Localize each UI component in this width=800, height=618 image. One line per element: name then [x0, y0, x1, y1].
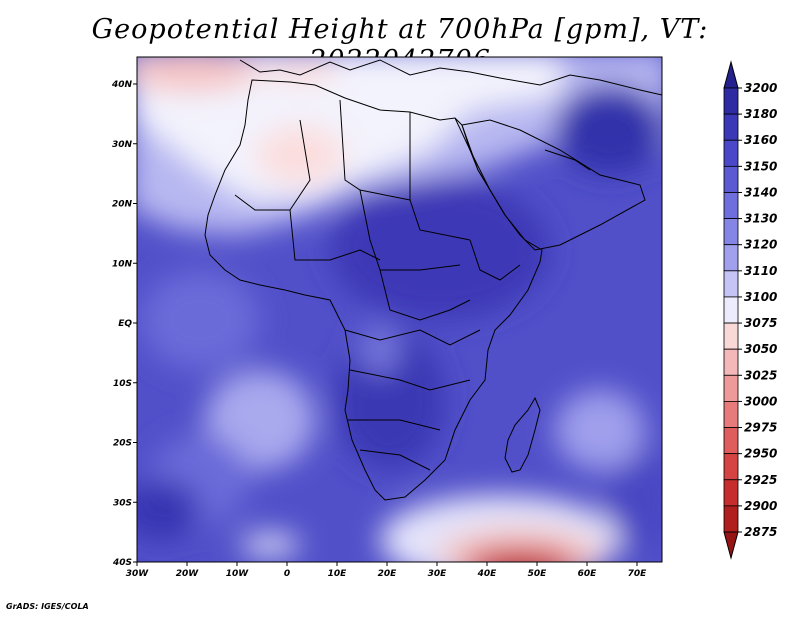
lat-tick-label: 20N: [112, 200, 133, 210]
colorbar-bin: [723, 296, 739, 324]
colorbar-bin: [723, 322, 739, 350]
lon-tick-label: 10W: [226, 569, 250, 579]
colorbar-level-label: 3180: [744, 107, 777, 121]
lon-tick-label: 0: [284, 569, 290, 579]
colorbar-level-label: 3100: [744, 290, 777, 304]
colorbar-level-label: 3075: [744, 316, 777, 330]
colorbar-bin: [723, 113, 739, 141]
lat-tick-label: EQ: [118, 319, 132, 329]
colorbar-bin: [723, 374, 739, 402]
colorbar-bin: [723, 479, 739, 507]
lon-tick-label: 20E: [378, 569, 398, 579]
colorbar-bin: [723, 139, 739, 167]
lon-tick-label: 10E: [328, 569, 348, 579]
footer-credit: GrADS: IGES/COLA: [6, 602, 89, 611]
lon-tick-label: 20W: [176, 569, 200, 579]
colorbar-bin: [723, 244, 739, 272]
lat-tick-label: 40N: [111, 80, 133, 90]
lat-tick-label: 10N: [112, 259, 133, 269]
lon-tick-label: 70E: [628, 569, 648, 579]
colorbar-level-label: 3200: [744, 81, 777, 95]
lat-tick-label: 10S: [113, 379, 132, 389]
colorbar-bin: [723, 270, 739, 298]
lat-tick-label: 20S: [113, 439, 132, 449]
colorbar-bin: [723, 165, 739, 193]
colorbar-level-label: 3050: [744, 342, 777, 356]
colorbar-level-label: 2975: [744, 421, 777, 435]
colorbar-bin: [723, 505, 739, 533]
colorbar-level-label: 3110: [744, 264, 777, 278]
height-field: [137, 57, 662, 562]
coastlines: [204, 59, 662, 501]
colorbar-bin: [723, 87, 739, 115]
colorbar-bin: [723, 453, 739, 481]
lon-tick-label: 60E: [578, 569, 598, 579]
lon-tick-label: 50E: [528, 569, 548, 579]
colorbar-bin: [723, 401, 739, 428]
colorbar: 3200 3180 3160 3150 3140 3130 3120 3110 3100 3075…: [723, 60, 777, 560]
colorbar-level-label: 3130: [744, 212, 777, 226]
colorbar-bottom-arrow: [723, 531, 739, 560]
lon-tick-label: 30E: [428, 569, 448, 579]
lat-tick-label: 30S: [113, 498, 132, 508]
colorbar-level-label: 3150: [744, 159, 777, 173]
colorbar-bin: [723, 427, 739, 455]
colorbar-level-label: 2900: [744, 499, 777, 513]
latitude-axis: 40N 30N 20N 10N EQ 10S 20S 30S 40S: [111, 80, 137, 568]
colorbar-level-label: 2875: [744, 525, 777, 539]
colorbar-level-label: 3120: [744, 238, 777, 252]
colorbar-level-label: 2925: [744, 473, 777, 487]
colorbar-bin: [723, 218, 739, 246]
lon-tick-label: 40E: [477, 569, 498, 579]
longitude-axis: 30W 20W 10W 0 10E 20E 30E 40E 50E 60E 70E: [126, 562, 647, 579]
colorbar-level-label: 3025: [744, 368, 777, 382]
colorbar-level-label: 2950: [744, 447, 777, 461]
colorbar-top-arrow: [723, 60, 739, 89]
colorbar-level-label: 3140: [744, 185, 777, 199]
colorbar-bin: [723, 348, 739, 376]
colorbar-bin: [723, 192, 739, 219]
colorbar-level-label: 3000: [744, 394, 777, 408]
colorbar-level-label: 3160: [744, 133, 777, 147]
lat-tick-label: 40S: [112, 558, 132, 568]
lon-tick-label: 30W: [126, 569, 150, 579]
map-frame: [136, 56, 663, 563]
lat-tick-label: 30N: [112, 140, 133, 150]
